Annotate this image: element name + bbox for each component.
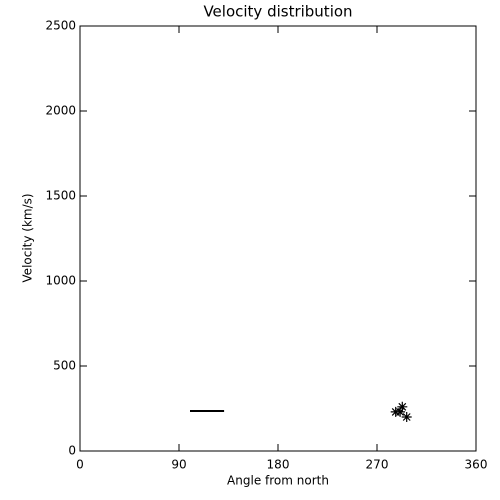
asterisk-point — [395, 406, 406, 417]
asterisk-point — [397, 401, 408, 412]
plot-frame — [79, 25, 477, 452]
y-tick-label: 2500 — [45, 19, 76, 33]
x-axis-label: Angle from north — [227, 474, 329, 488]
x-tick-label: 0 — [76, 458, 84, 472]
y-axis-label: Velocity (km/s) — [21, 193, 35, 282]
y-tick-label: 2000 — [45, 104, 76, 118]
x-tick-label: 180 — [267, 458, 290, 472]
y-tick-label: 1500 — [45, 189, 76, 203]
y-tick-label: 1000 — [45, 274, 76, 288]
y-tick-label: 0 — [68, 444, 76, 458]
x-tick-label: 90 — [171, 458, 186, 472]
y-tick-label: 500 — [53, 359, 76, 373]
chart-title: Velocity distribution — [203, 3, 352, 21]
x-tick-label: 360 — [465, 458, 488, 472]
x-tick-label: 270 — [366, 458, 389, 472]
asterisk-point — [401, 412, 412, 422]
